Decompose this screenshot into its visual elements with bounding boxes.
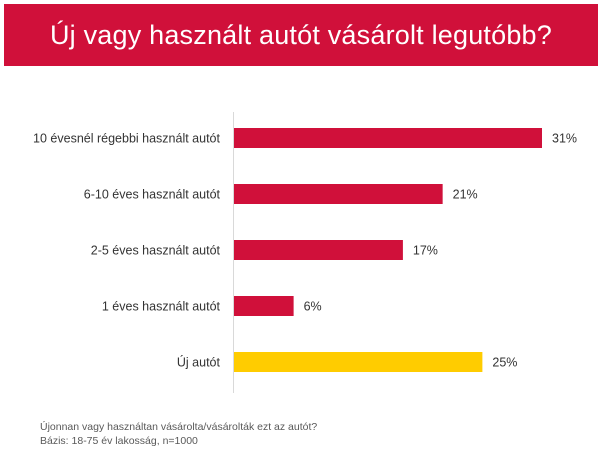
value-label: 17% — [413, 244, 438, 258]
footnote-base: Bázis: 18-75 év lakosság, n=1000 — [40, 435, 198, 447]
chart-title: Új vagy használt autót vásárolt legutóbb… — [49, 19, 552, 50]
category-label: 2-5 éves használt autót — [91, 244, 221, 258]
footnote: Újonnan vagy használtan vásárolta/vásáro… — [40, 420, 317, 448]
category-label: 10 évesnél régebbi használt autót — [33, 132, 220, 146]
value-label: 21% — [453, 188, 478, 202]
bar — [234, 352, 483, 372]
bar — [234, 184, 443, 204]
category-label: 1 éves használt autót — [102, 300, 221, 314]
value-label: 25% — [492, 356, 517, 370]
category-label: Új autót — [177, 355, 221, 370]
value-label: 6% — [304, 300, 322, 314]
bar — [234, 296, 294, 316]
title-banner: Új vagy használt autót vásárolt legutóbb… — [4, 4, 598, 66]
bar — [234, 240, 403, 260]
bar — [234, 128, 542, 148]
value-label: 31% — [552, 132, 577, 146]
category-label: 6-10 éves használt autót — [84, 188, 221, 202]
footnote-question: Újonnan vagy használtan vásárolta/vásáro… — [40, 421, 318, 433]
